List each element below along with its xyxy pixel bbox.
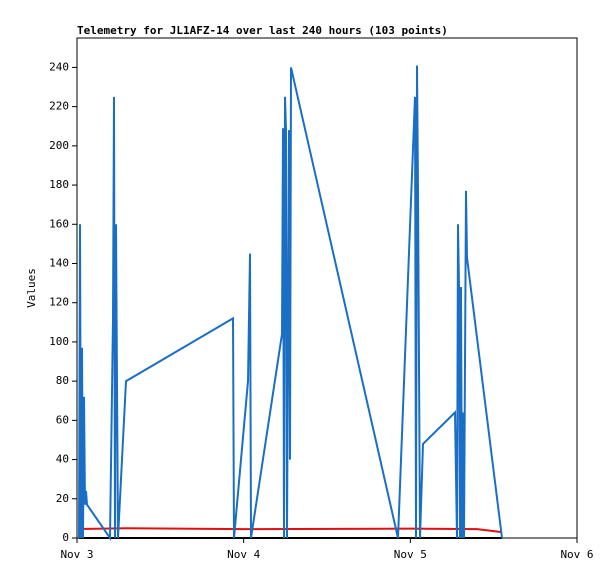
y-tick-label: 80 (56, 374, 69, 387)
y-tick-label: 140 (49, 256, 69, 269)
x-tick-label: Nov 4 (227, 548, 260, 561)
y-tick-label: 160 (49, 217, 69, 230)
x-tick-label: Nov 6 (560, 548, 593, 561)
y-tick-label: 240 (49, 60, 69, 73)
series-line (78, 65, 503, 542)
y-tick-label: 220 (49, 100, 69, 113)
plot-frame (76, 37, 578, 539)
y-tick-label: 100 (49, 335, 69, 348)
chart-title: Telemetry for JL1AFZ-14 over last 240 ho… (77, 24, 448, 37)
x-tick-label: Nov 3 (60, 548, 93, 561)
series-line (78, 527, 503, 534)
y-tick-label: 40 (56, 453, 69, 466)
y-tick-label: 0 (62, 531, 69, 544)
y-tick-label: 180 (49, 178, 69, 191)
y-tick-label: 200 (49, 139, 69, 152)
x-tick-label: Nov 5 (394, 548, 427, 561)
y-tick-label: 20 (56, 492, 69, 505)
y-tick-label: 60 (56, 413, 69, 426)
y-tick-label: 120 (49, 296, 69, 309)
y-axis-label: Values (25, 268, 38, 308)
